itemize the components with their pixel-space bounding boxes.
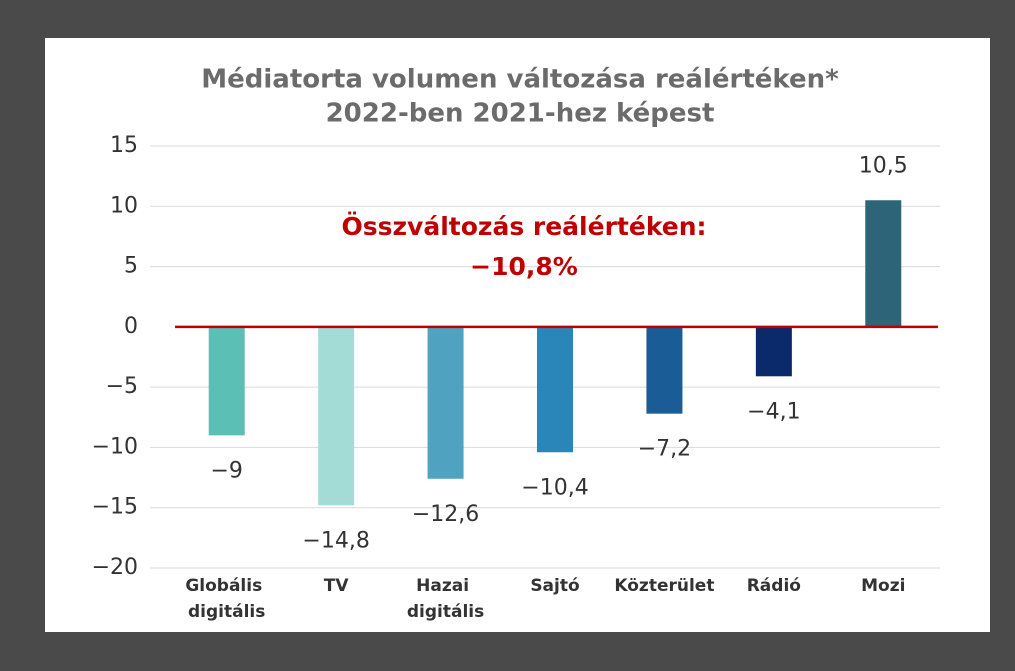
bar: [537, 326, 573, 453]
y-tick-label: −20: [92, 555, 138, 580]
panel: [45, 38, 990, 632]
y-tick-label: −5: [106, 374, 138, 399]
data-label: −12,6: [412, 502, 479, 527]
bar: [318, 326, 355, 506]
data-label: −14,8: [302, 528, 369, 553]
data-label: −9: [210, 458, 242, 483]
x-tick-label: Rádió: [747, 576, 801, 596]
y-tick-label: −10: [92, 434, 138, 459]
x-tick-label: Közterület: [614, 576, 714, 596]
annotation: Összváltozás reálértéken:: [341, 211, 706, 241]
y-tick-label: 10: [110, 193, 138, 218]
x-tick-label: Sajtó: [530, 576, 579, 596]
bar: [427, 326, 464, 479]
bar: [646, 326, 683, 414]
y-tick-label: 15: [110, 133, 138, 158]
y-tick-label: 5: [124, 254, 138, 279]
y-tick-label: −15: [92, 495, 138, 520]
x-tick-label: Globális digitális: [185, 576, 268, 622]
x-tick-label: Hazai digitális: [407, 576, 484, 622]
data-label: −7,2: [638, 437, 691, 462]
annotation: −10,8%: [470, 252, 578, 281]
chart-title: Médiatorta volumen változása reálértéken…: [201, 65, 839, 95]
x-tick-label: Mozi: [861, 576, 905, 596]
x-tick-label: TV: [324, 576, 350, 596]
y-tick-label: 0: [124, 314, 138, 339]
bar: [865, 200, 902, 327]
chart-title: 2022-ben 2021-hez képest: [326, 99, 715, 129]
data-label: −10,4: [521, 475, 588, 500]
data-label: 10,5: [859, 153, 908, 178]
data-label: −4,1: [747, 399, 800, 424]
bar: [755, 326, 792, 377]
bar: [208, 326, 245, 436]
